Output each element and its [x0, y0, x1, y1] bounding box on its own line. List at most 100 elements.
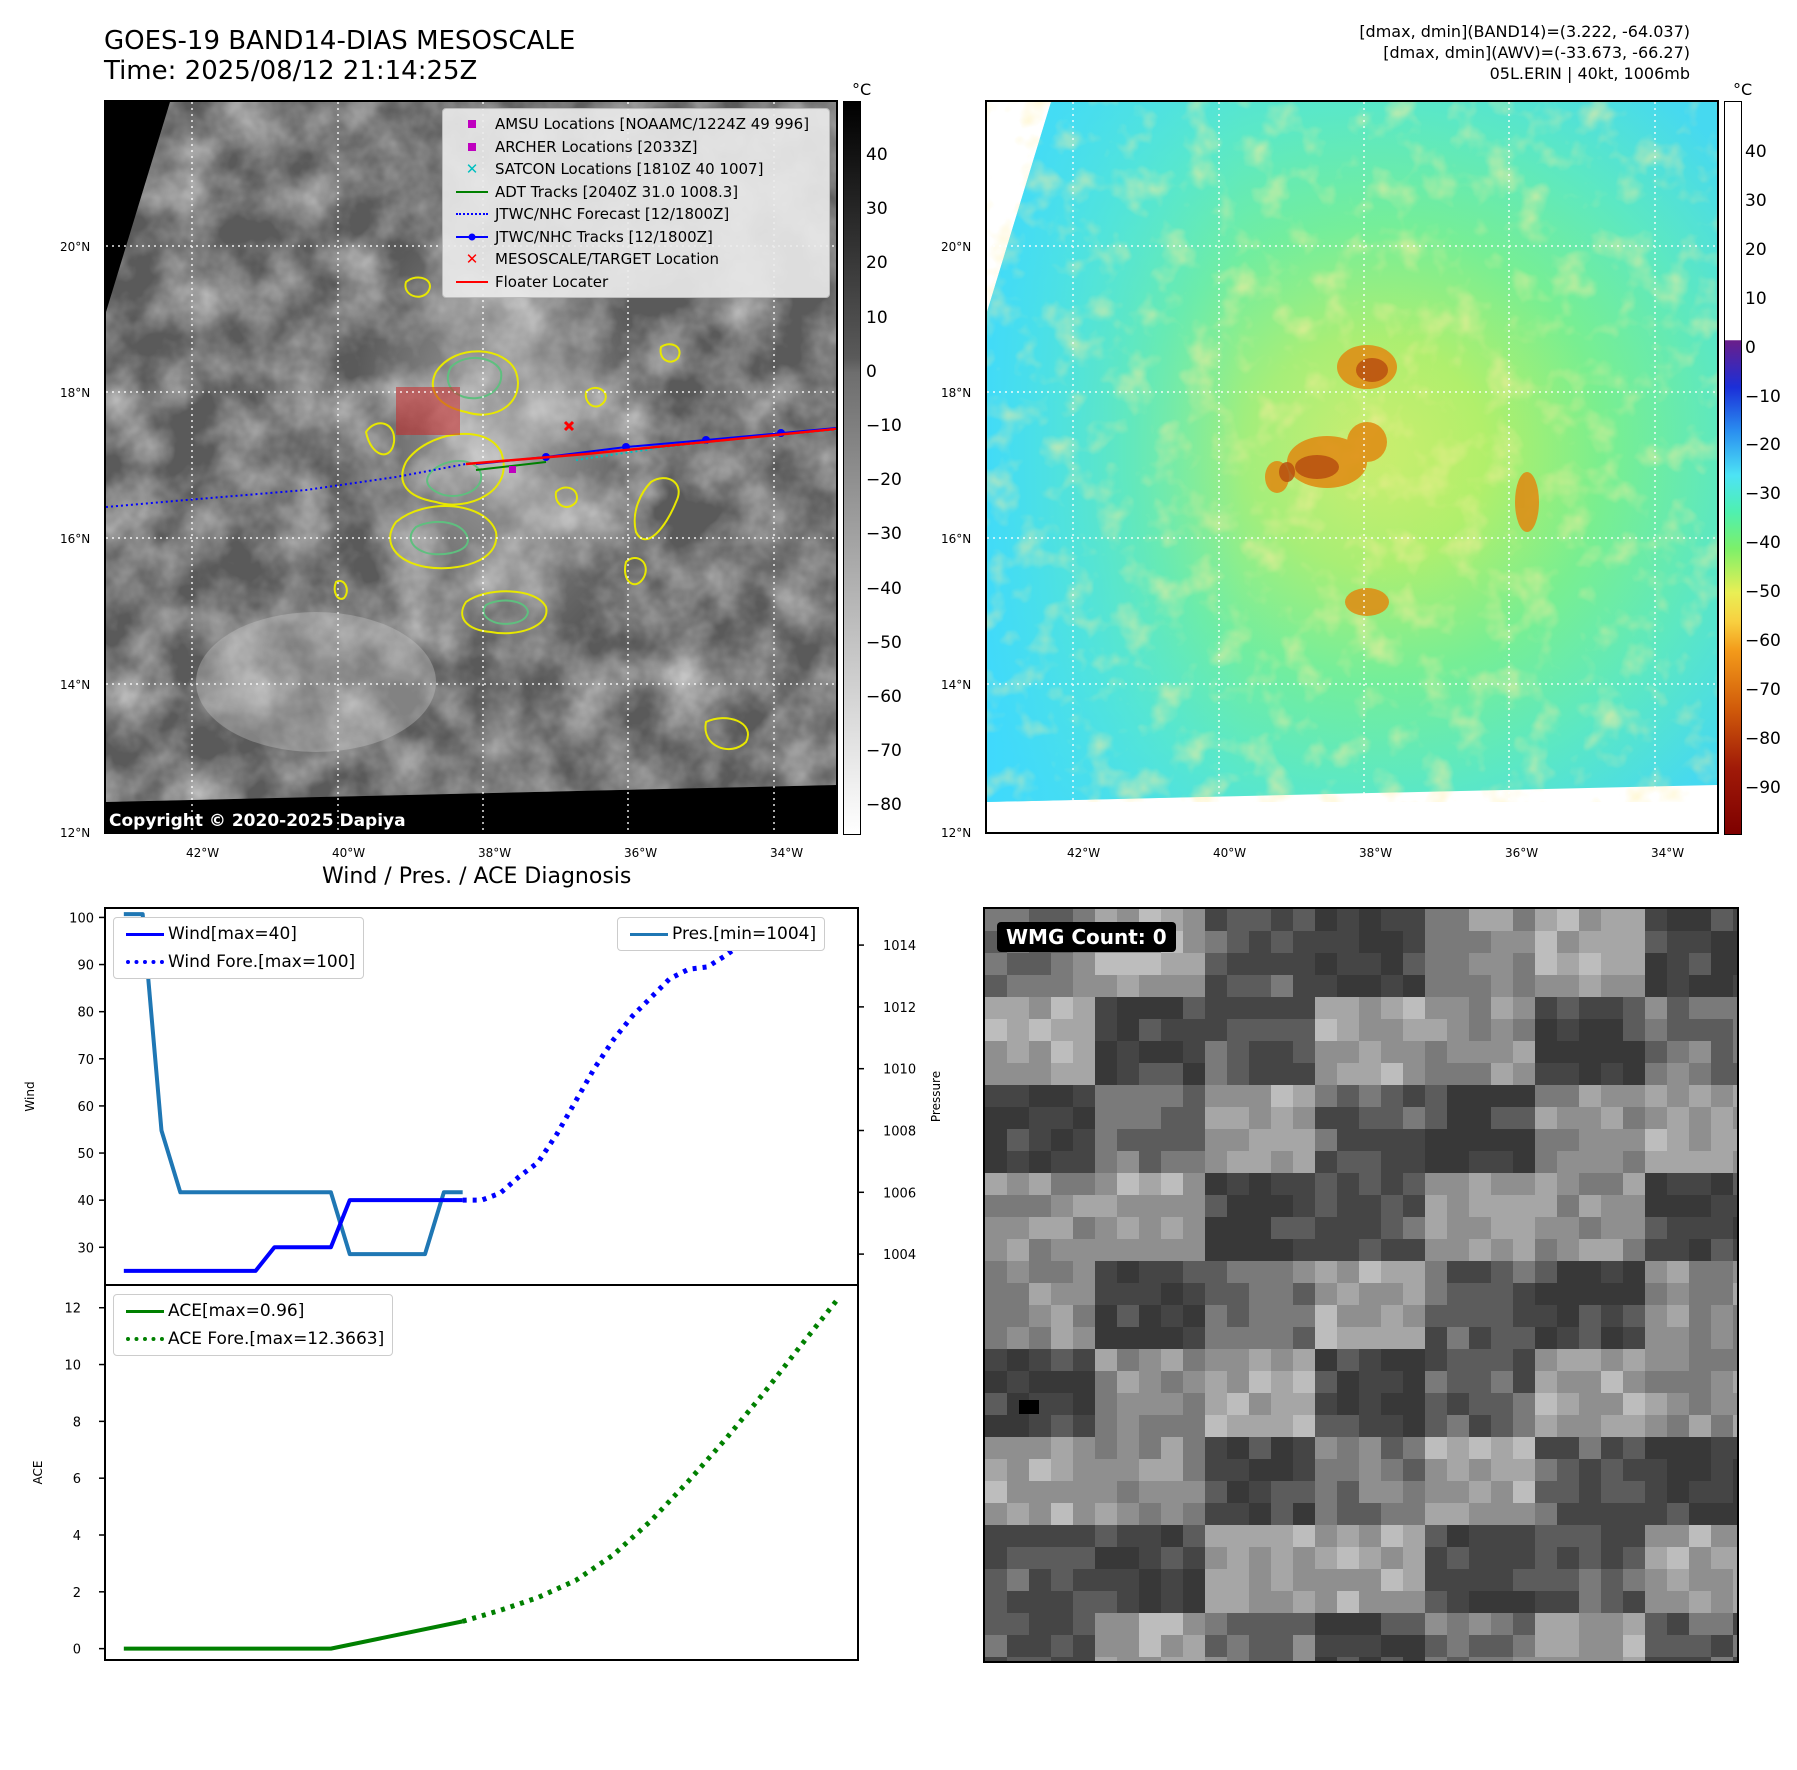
- pressure-ytick-label: 1012: [883, 1001, 916, 1016]
- pressure-ytick-label: 1014: [883, 939, 916, 954]
- pressure-ytick-label: 1004: [883, 1248, 916, 1263]
- info-line3: 05L.ERIN | 40kt, 1006mb: [1489, 64, 1690, 83]
- floater-locater: [465, 427, 836, 466]
- ace-fore-legend-label: ACE Fore.[max=12.3663]: [168, 1329, 385, 1349]
- wind-legend-label: Wind[max=40]: [168, 924, 297, 944]
- colorbar-tick-label: 30: [1745, 190, 1767, 211]
- colorbar-left-unit: °C: [852, 80, 872, 99]
- jtwc-forecast-track: [106, 463, 467, 508]
- colorbar-tick-label: −40: [1745, 533, 1781, 554]
- wind-series: [123, 1198, 463, 1273]
- pressure-axis-label: Pressure: [929, 1071, 943, 1122]
- legend-archer: ARCHER Locations [2033Z]: [495, 137, 698, 156]
- ace-ytick-label: 4: [73, 1529, 81, 1544]
- lon-label: 36°W: [624, 846, 658, 860]
- colorbar-right-unit: °C: [1733, 80, 1753, 99]
- floater-legend-icon: [449, 271, 495, 293]
- pres-legend-label: Pres.[min=1004]: [672, 924, 817, 944]
- lat-label: 14°N: [60, 678, 91, 692]
- lon-label: 40°W: [1213, 846, 1247, 860]
- info-line2: [dmax, dmin](AWV)=(-33.673, -66.27): [1383, 43, 1690, 62]
- colorbar-tick-label: 0: [866, 361, 877, 382]
- colorbar-tick-label: −60: [1745, 631, 1781, 651]
- colorbar-tick-label: 40: [866, 145, 888, 165]
- info-line1: [dmax, dmin](BAND14)=(3.222, -64.037): [1359, 22, 1690, 41]
- legend-tracks: JTWC/NHC Tracks [12/1800Z]: [495, 227, 713, 246]
- colorbar-tick-label: −90: [1745, 777, 1781, 798]
- colorbar-tick-label: −10: [1745, 386, 1781, 407]
- diagnosis-title: Wind / Pres. / ACE Diagnosis: [322, 864, 632, 889]
- ace-ytick-label: 0: [73, 1643, 81, 1658]
- ace-ytick-label: 6: [73, 1472, 81, 1487]
- forecast-legend-icon: [449, 203, 495, 225]
- pressure-series: [123, 912, 463, 1257]
- wind-ytick-label: 50: [77, 1147, 94, 1162]
- wind-ytick-label: 100: [69, 911, 94, 926]
- ace-fore-legend-icon: [122, 1328, 168, 1350]
- lon-label: 36°W: [1505, 846, 1539, 860]
- wmg-panel: WMG Count: 0: [983, 907, 1739, 1663]
- ace-series: [123, 1619, 464, 1651]
- lat-label: 12°N: [941, 826, 972, 840]
- lat-label: 14°N: [941, 678, 972, 692]
- wind-fore-legend-label: Wind Fore.[max=100]: [168, 952, 356, 972]
- wind-ytick-label: 90: [77, 959, 94, 974]
- colorbar-tick-label: −20: [866, 470, 902, 491]
- colorbar-tick-label: −50: [1745, 582, 1781, 603]
- legend-target: MESOSCALE/TARGET Location: [495, 250, 720, 268]
- tracks-legend-icon: [449, 226, 495, 248]
- wind-ytick-label: 40: [77, 1194, 94, 1209]
- ace-plot-frame: [104, 1284, 859, 1661]
- wmg-image: [985, 909, 1737, 1661]
- awv-map-image: [987, 102, 1717, 832]
- lon-label: 42°W: [186, 846, 220, 860]
- ace-ytick-label: 10: [64, 1359, 81, 1374]
- awv-map-panel: [985, 100, 1719, 834]
- ir-map-panel: AMSU Locations [NOAAMC/1224Z 49 996] ARC…: [104, 100, 838, 834]
- wind-forecast-series: [462, 938, 747, 1203]
- lat-label: 18°N: [60, 386, 91, 400]
- pressure-ytick-label: 1008: [883, 1124, 916, 1139]
- lat-label: 18°N: [941, 386, 972, 400]
- wind-ytick-label: 70: [77, 1053, 94, 1068]
- wind-ytick-label: 60: [77, 1100, 94, 1115]
- lon-label: 38°W: [1359, 846, 1393, 860]
- ace-ytick-label: 12: [64, 1302, 81, 1317]
- ace-legend-icon: [122, 1300, 168, 1322]
- amsu-marker: [509, 466, 516, 473]
- lat-label: 12°N: [60, 826, 91, 840]
- ace-forecast-series: [461, 1295, 842, 1624]
- wind-legend-icon: [122, 923, 168, 945]
- colorbar-tick-label: 30: [866, 199, 888, 220]
- colorbar-tick-label: 10: [1745, 288, 1767, 309]
- lon-label: 40°W: [332, 846, 366, 860]
- colorbar-tick-label: −70: [866, 741, 902, 762]
- wmg-count: WMG Count: 0: [997, 922, 1176, 952]
- colorbar-tick-label: −10: [866, 416, 902, 436]
- lat-label: 16°N: [941, 532, 972, 546]
- colorbar-tick-label: −60: [866, 687, 902, 707]
- satcon-legend-icon: ✕: [465, 160, 479, 178]
- colorbar-tick-label: 40: [1745, 142, 1767, 162]
- legend-amsu: AMSU Locations [NOAAMC/1224Z 49 996]: [495, 115, 810, 133]
- pressure-ytick-label: 1010: [883, 1063, 916, 1078]
- colorbar-right: [1724, 101, 1742, 835]
- legend-satcon: SATCON Locations [1810Z 40 1007]: [495, 160, 764, 178]
- colorbar-tick-label: −80: [1745, 728, 1781, 749]
- wind-pres-ace-chart: 3040506070809010010041006100810101012101…: [23, 907, 943, 1661]
- lat-label: 16°N: [60, 532, 91, 546]
- lon-label: 34°W: [1651, 846, 1685, 860]
- ace-ytick-label: 2: [73, 1586, 81, 1601]
- colorbar-tick-label: −40: [866, 578, 902, 599]
- colorbar-tick-label: 20: [866, 253, 888, 274]
- wind-axis-label: Wind: [23, 1081, 37, 1111]
- colorbar-tick-label: −30: [866, 524, 902, 545]
- legend-floater: Floater Locater: [495, 272, 609, 291]
- colorbar-tick-label: −30: [1745, 484, 1781, 505]
- copyright: Copyright © 2020-2025 Dapiya: [109, 811, 406, 831]
- amsu-legend-icon: [449, 113, 495, 135]
- colorbar-tick-label: −70: [1745, 679, 1781, 700]
- pressure-ytick-label: 1006: [883, 1186, 916, 1201]
- target-marker: [563, 420, 575, 432]
- wind-ytick-label: 80: [77, 1006, 94, 1021]
